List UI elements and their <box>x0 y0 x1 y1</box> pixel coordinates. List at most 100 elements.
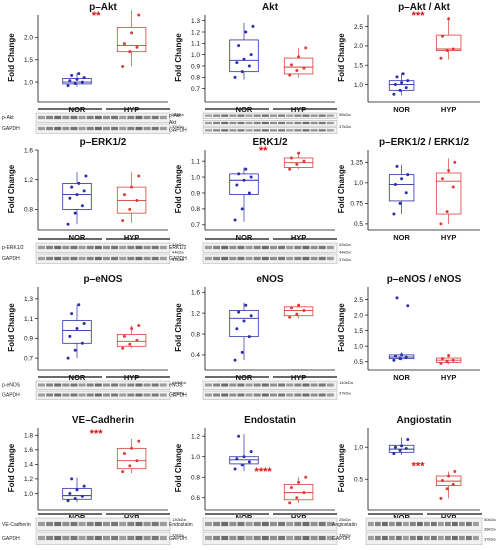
blot-band <box>38 256 45 261</box>
kda-label: 37kDa <box>172 257 184 262</box>
blot-band <box>78 535 86 541</box>
blot-band <box>310 521 318 527</box>
blot-band <box>229 256 237 261</box>
blot-band <box>245 114 253 117</box>
blot-band <box>310 121 318 125</box>
data-point <box>235 457 239 461</box>
y-tick-label: 1.0 <box>24 79 33 86</box>
data-point <box>395 296 399 300</box>
blot-band <box>54 393 62 397</box>
blot-band <box>151 256 159 261</box>
blot-band <box>78 126 86 131</box>
blot-band <box>127 535 135 541</box>
blot-band <box>143 115 151 120</box>
kda-label: 140kDa <box>339 380 354 385</box>
x-category-label: NOR <box>393 105 410 114</box>
data-point <box>398 357 402 361</box>
data-point <box>453 160 457 164</box>
blot-band <box>438 521 444 527</box>
data-point <box>244 303 248 307</box>
blot-band <box>205 393 212 397</box>
blot-band <box>135 256 143 261</box>
blot-band <box>86 115 94 120</box>
panel-4: ERK1/2 Fold Change 0.7 0.8 0.9 1.0 1.1 NOR HYP **… <box>169 137 351 264</box>
y-tick-label: 1.0 <box>191 52 200 59</box>
data-point <box>80 204 84 208</box>
blot-band <box>159 535 167 541</box>
kda-label: 38kDa <box>484 527 496 532</box>
blot-row-label: GAPDH <box>169 393 187 399</box>
blot-band <box>375 535 381 541</box>
blot-band <box>245 256 253 261</box>
blot-band <box>54 256 62 261</box>
blot-band <box>302 393 310 397</box>
data-point <box>247 335 251 339</box>
data-point <box>251 24 255 28</box>
y-tick-label: 1.2 <box>191 434 200 441</box>
data-point <box>398 448 402 452</box>
blot-band <box>78 393 86 397</box>
blot-band <box>135 383 143 387</box>
significance-marker: ** <box>92 10 101 22</box>
y-tick-label: 1.0 <box>354 180 363 187</box>
y-tick-label: 1.5 <box>24 57 33 64</box>
blot-band <box>261 245 269 250</box>
blot-band <box>221 383 229 387</box>
blot-band <box>253 521 261 527</box>
x-category-label: NOR <box>393 373 410 382</box>
y-axis-label: Fold Change <box>7 303 16 352</box>
data-point <box>447 17 451 21</box>
data-point <box>453 470 457 474</box>
blot-band <box>78 383 86 387</box>
blot-band <box>318 245 326 250</box>
blot-row-label: GAPDH <box>169 256 187 262</box>
blot-band <box>127 245 135 250</box>
blot-band <box>278 129 286 132</box>
blot-band <box>237 521 245 527</box>
blot-band <box>221 245 229 250</box>
blot-band <box>466 535 472 541</box>
blot-band <box>70 115 78 120</box>
blot-band <box>135 393 143 397</box>
blot-band <box>326 129 334 132</box>
blot-band <box>111 115 119 120</box>
kda-label: 37kDa <box>172 532 184 537</box>
blot-band <box>86 256 94 261</box>
blot-row-label: eNOS <box>169 383 183 389</box>
blot-band <box>424 521 430 527</box>
y-tick-label: 0.75 <box>350 201 363 208</box>
data-point <box>137 13 141 17</box>
data-point <box>82 484 86 488</box>
data-point <box>66 356 70 360</box>
data-point <box>237 172 241 176</box>
blot-band <box>270 129 277 132</box>
data-point <box>121 219 125 223</box>
blot-band <box>294 114 302 117</box>
y-tick-label: 0.8 <box>191 331 200 338</box>
x-category-label: HYP <box>124 233 139 242</box>
y-tick-label: 1.0 <box>354 82 363 89</box>
data-point <box>233 75 237 79</box>
blot-band <box>326 393 334 397</box>
blot-band <box>431 535 437 541</box>
blot-row-label: p-eNOS <box>2 383 21 389</box>
data-point <box>242 319 246 323</box>
blot-band <box>86 383 94 387</box>
blot-band <box>403 521 409 527</box>
blot-band <box>119 126 127 131</box>
blot-band <box>62 126 70 131</box>
data-point <box>297 55 301 59</box>
blot-band <box>261 121 269 125</box>
blot-band <box>103 393 110 397</box>
blot-band <box>318 256 326 261</box>
blot-band <box>237 129 245 132</box>
data-point <box>240 463 244 467</box>
blot-band <box>278 393 286 397</box>
data-point <box>406 173 410 177</box>
blot-band <box>205 521 212 527</box>
data-point <box>288 315 292 319</box>
data-point <box>137 174 141 178</box>
box-nor <box>388 174 415 202</box>
blot-band <box>213 121 221 125</box>
